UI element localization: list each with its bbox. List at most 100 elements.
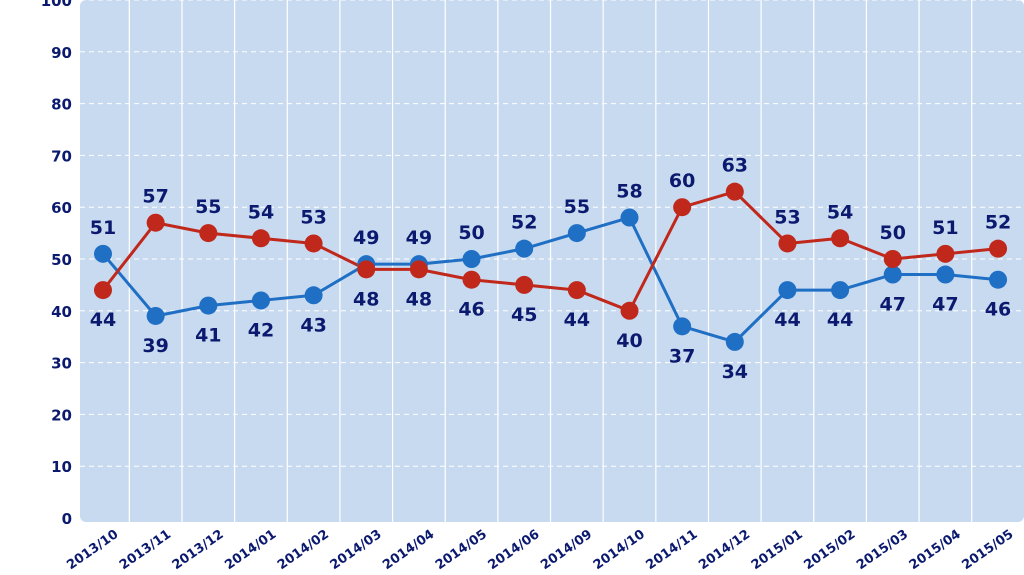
data-label-series-2: 57 [142,186,168,208]
y-tick-label: 70 [51,147,72,165]
data-point-series-2 [778,234,797,253]
data-point-series-2 [883,250,902,268]
data-label-series-2: 40 [616,330,642,352]
data-point-series-1 [883,265,902,284]
y-tick-label: 50 [51,251,72,269]
data-label-series-2: 44 [90,309,116,331]
data-point-series-1 [989,270,1008,289]
data-label-series-1: 55 [564,196,590,218]
data-label-series-1: 58 [616,181,642,203]
data-point-series-2 [620,301,639,320]
data-point-series-2 [462,270,481,289]
data-label-series-2: 60 [669,170,695,192]
y-tick-label: 40 [51,303,72,321]
x-tick-label: 2014/05 [433,527,490,573]
y-tick-label: 0 [62,510,72,528]
data-point-series-1 [94,244,112,263]
data-point-series-1 [620,208,639,227]
data-label-series-1: 50 [458,222,484,244]
x-tick-label: 2015/04 [907,527,964,573]
data-label-series-2: 55 [195,196,221,218]
data-label-series-1: 49 [406,227,432,249]
y-tick-label: 20 [51,406,72,424]
data-label-series-1: 39 [142,335,168,357]
data-label-series-1: 52 [511,212,537,234]
x-tick-label: 2014/01 [222,527,279,573]
x-tick-label: 2014/12 [696,527,753,573]
data-point-series-1 [778,281,797,300]
data-point-series-1 [251,291,270,310]
x-tick-label: 2014/04 [380,527,437,573]
data-label-series-1: 47 [932,294,958,316]
y-tick-label: 10 [51,458,72,476]
x-tick-label: 2014/09 [538,527,595,573]
x-tick-label: 2014/10 [591,527,648,573]
data-point-series-2 [304,234,323,253]
data-label-series-1: 44 [774,309,800,331]
x-tick-label: 2013/12 [170,527,227,573]
x-tick-label: 2014/03 [328,527,385,573]
data-point-series-2 [199,224,218,243]
y-tick-label: 100 [41,0,72,10]
x-tick-label: 2014/06 [486,527,543,573]
data-label-series-2: 44 [564,309,590,331]
plot-background [80,0,1024,522]
data-label-series-2: 54 [248,201,274,223]
y-tick-label: 90 [51,44,72,62]
data-label-series-1: 46 [985,299,1011,321]
data-point-series-2 [357,260,376,279]
data-point-series-2 [936,244,955,263]
data-label-series-2: 52 [985,212,1011,234]
x-tick-label: 2014/02 [275,527,332,573]
x-tick-label: 2013/10 [64,527,121,573]
data-point-series-2 [673,198,692,217]
data-point-series-1 [515,239,534,258]
x-tick-label: 2015/01 [749,527,806,573]
data-label-series-1: 34 [722,361,748,383]
y-tick-label: 60 [51,199,72,217]
x-tick-label: 2013/11 [117,527,174,573]
data-label-series-2: 54 [827,201,853,223]
data-label-series-2: 53 [300,206,326,228]
data-label-series-2: 48 [353,288,379,310]
x-axis: 2013/102013/112013/122014/012014/022014/… [64,527,1016,573]
x-tick-label: 2015/05 [959,527,1016,573]
data-point-series-2 [251,229,270,248]
data-label-series-2: 51 [932,217,958,239]
data-labels: 51 39 41 42 43 49 49 50 52 55 58 37 34 44 44 47 47 46 44 57… [90,155,1012,383]
data-label-series-1: 42 [248,319,274,341]
y-axis: 0 10 20 30 40 50 60 70 80 90 100 [41,0,72,528]
data-label-series-2: 53 [774,206,800,228]
data-point-series-1 [462,250,481,268]
data-point-series-1 [304,286,323,305]
data-label-series-2: 45 [511,304,537,326]
data-point-series-1 [936,265,955,284]
data-point-series-1 [199,296,218,315]
data-point-series-2 [989,239,1008,258]
y-tick-label: 30 [51,355,72,373]
data-label-series-2: 63 [722,155,748,177]
data-point-series-1 [831,281,850,300]
data-label-series-1: 37 [669,345,695,367]
x-tick-label: 2015/02 [801,527,858,573]
data-point-series-2 [94,281,112,300]
data-point-series-2 [146,213,165,232]
x-tick-label: 2014/11 [643,527,700,573]
data-label-series-1: 41 [195,325,221,347]
data-point-series-1 [673,317,692,336]
data-point-series-2 [725,182,744,201]
data-point-series-1 [725,332,744,351]
data-label-series-2: 48 [406,288,432,310]
data-point-series-1 [567,224,586,243]
x-tick-label: 2015/03 [854,527,911,573]
data-point-series-2 [831,229,850,248]
grid-lines [80,0,1024,522]
data-label-series-1: 49 [353,227,379,249]
data-label-series-1: 51 [90,217,116,239]
data-label-series-2: 46 [458,299,484,321]
data-point-series-2 [409,260,428,279]
data-label-series-1: 47 [880,294,906,316]
data-point-series-1 [146,306,165,325]
data-point-series-2 [567,281,586,300]
